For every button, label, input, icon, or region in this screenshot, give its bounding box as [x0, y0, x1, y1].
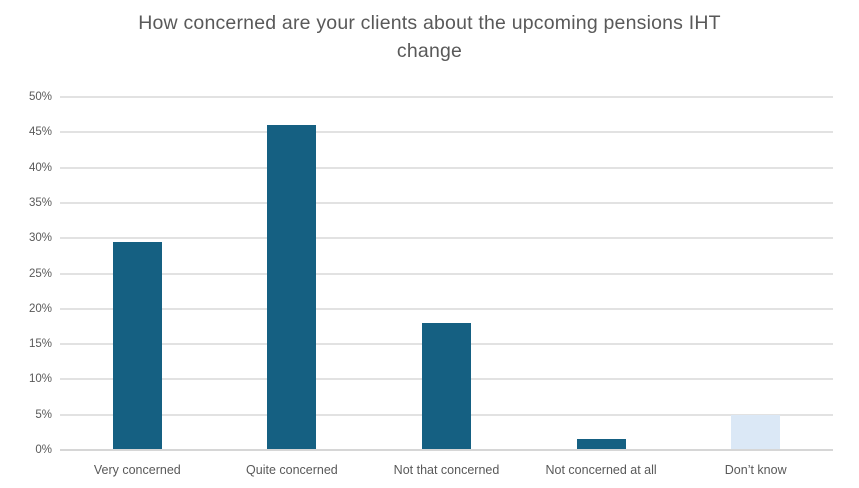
- chart-title-line-2: change: [396, 40, 463, 62]
- x-axis-label-very-concerned: Very concerned: [93, 463, 181, 477]
- x-axis-label-quite-concerned: Quite concerned: [246, 463, 338, 477]
- gridline: [60, 96, 833, 98]
- gridline: [60, 201, 833, 204]
- y-axis-tick-label: 0%: [35, 444, 52, 456]
- y-axis-tick-label: 10%: [28, 373, 52, 386]
- bar-not-that-concerned: [422, 322, 471, 450]
- y-axis-tick-label: 5%: [35, 408, 52, 421]
- y-axis-tick-label: 20%: [28, 302, 52, 315]
- x-axis-label-not-concerned-at-all: Not concerned at all: [545, 463, 657, 477]
- gridline: [60, 131, 833, 134]
- bar-don-t-know: [731, 414, 781, 450]
- y-axis-tick-label: 15%: [28, 338, 52, 351]
- y-axis-tick-label: 50%: [28, 91, 52, 103]
- chart-title: How concerned are your clients about the…: [0, 9, 859, 65]
- gridline: [60, 237, 833, 240]
- chart-title-line-1: How concerned are your clients about the…: [138, 12, 721, 34]
- y-axis-tick-label: 30%: [28, 232, 52, 245]
- gridline: [60, 272, 833, 275]
- x-axis-line: [60, 449, 833, 451]
- bar-quite-concerned: [267, 125, 317, 450]
- x-axis-label-don-t-know: Don’t know: [724, 463, 787, 477]
- gridline: [60, 307, 833, 310]
- y-axis-tick-label: 40%: [28, 161, 52, 174]
- x-axis-label-not-that-concerned: Not that concerned: [393, 463, 500, 477]
- bar-not-concerned-at-all: [576, 439, 626, 450]
- gridline: [60, 166, 833, 169]
- y-axis-tick-label: 25%: [28, 267, 52, 280]
- y-axis-tick-label: 45%: [28, 126, 52, 139]
- y-axis-tick-label: 35%: [28, 196, 52, 209]
- bar-very-concerned: [112, 241, 162, 450]
